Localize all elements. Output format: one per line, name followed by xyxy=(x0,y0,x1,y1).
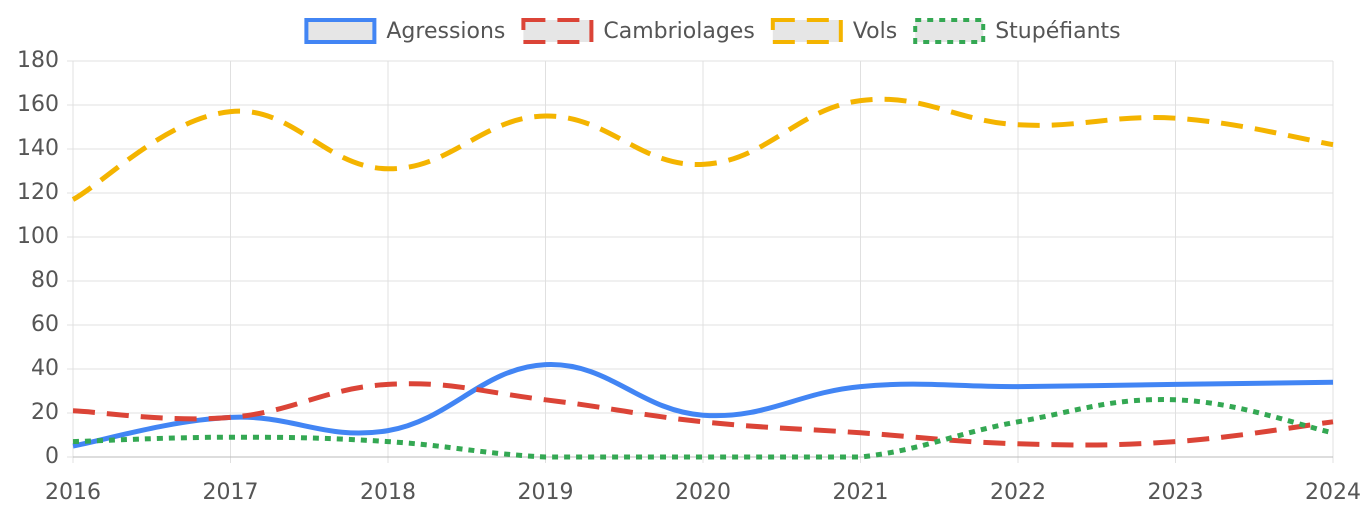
x-tick-label: 2022 xyxy=(990,480,1046,505)
y-tick-label: 60 xyxy=(31,312,59,337)
x-tick-label: 2020 xyxy=(675,480,731,505)
y-tick-label: 140 xyxy=(17,136,59,161)
series-line xyxy=(72,381,1334,448)
legend-swatch xyxy=(304,18,377,44)
y-tick-label: 120 xyxy=(17,180,59,205)
x-tick-label: 2019 xyxy=(518,480,574,505)
legend-swatch xyxy=(913,18,986,44)
x-tick-label: 2023 xyxy=(1148,480,1204,505)
y-tick-label: 160 xyxy=(17,92,59,117)
series-line xyxy=(72,397,1334,460)
x-tick-label: 2016 xyxy=(45,480,101,505)
series-line xyxy=(71,96,1334,202)
x-tick-label: 2024 xyxy=(1305,480,1361,505)
x-tick-label: 2018 xyxy=(360,480,416,505)
legend-label: Vols xyxy=(853,19,897,44)
y-tick-label: 40 xyxy=(31,356,59,381)
legend-label: Stupéfiants xyxy=(995,19,1120,44)
legend-swatch xyxy=(521,18,594,44)
y-tick-label: 100 xyxy=(17,224,59,249)
series-line xyxy=(72,362,1334,449)
legend-swatch xyxy=(770,18,843,44)
x-tick-label: 2017 xyxy=(203,480,259,505)
y-tick-label: 180 xyxy=(17,48,59,73)
y-tick-label: 80 xyxy=(31,268,59,293)
legend-label: Cambriolages xyxy=(603,19,754,44)
y-tick-label: 20 xyxy=(31,400,59,425)
legend-label: Agressions xyxy=(386,19,505,44)
y-tick-label: 0 xyxy=(45,444,59,469)
x-tick-label: 2021 xyxy=(833,480,889,505)
